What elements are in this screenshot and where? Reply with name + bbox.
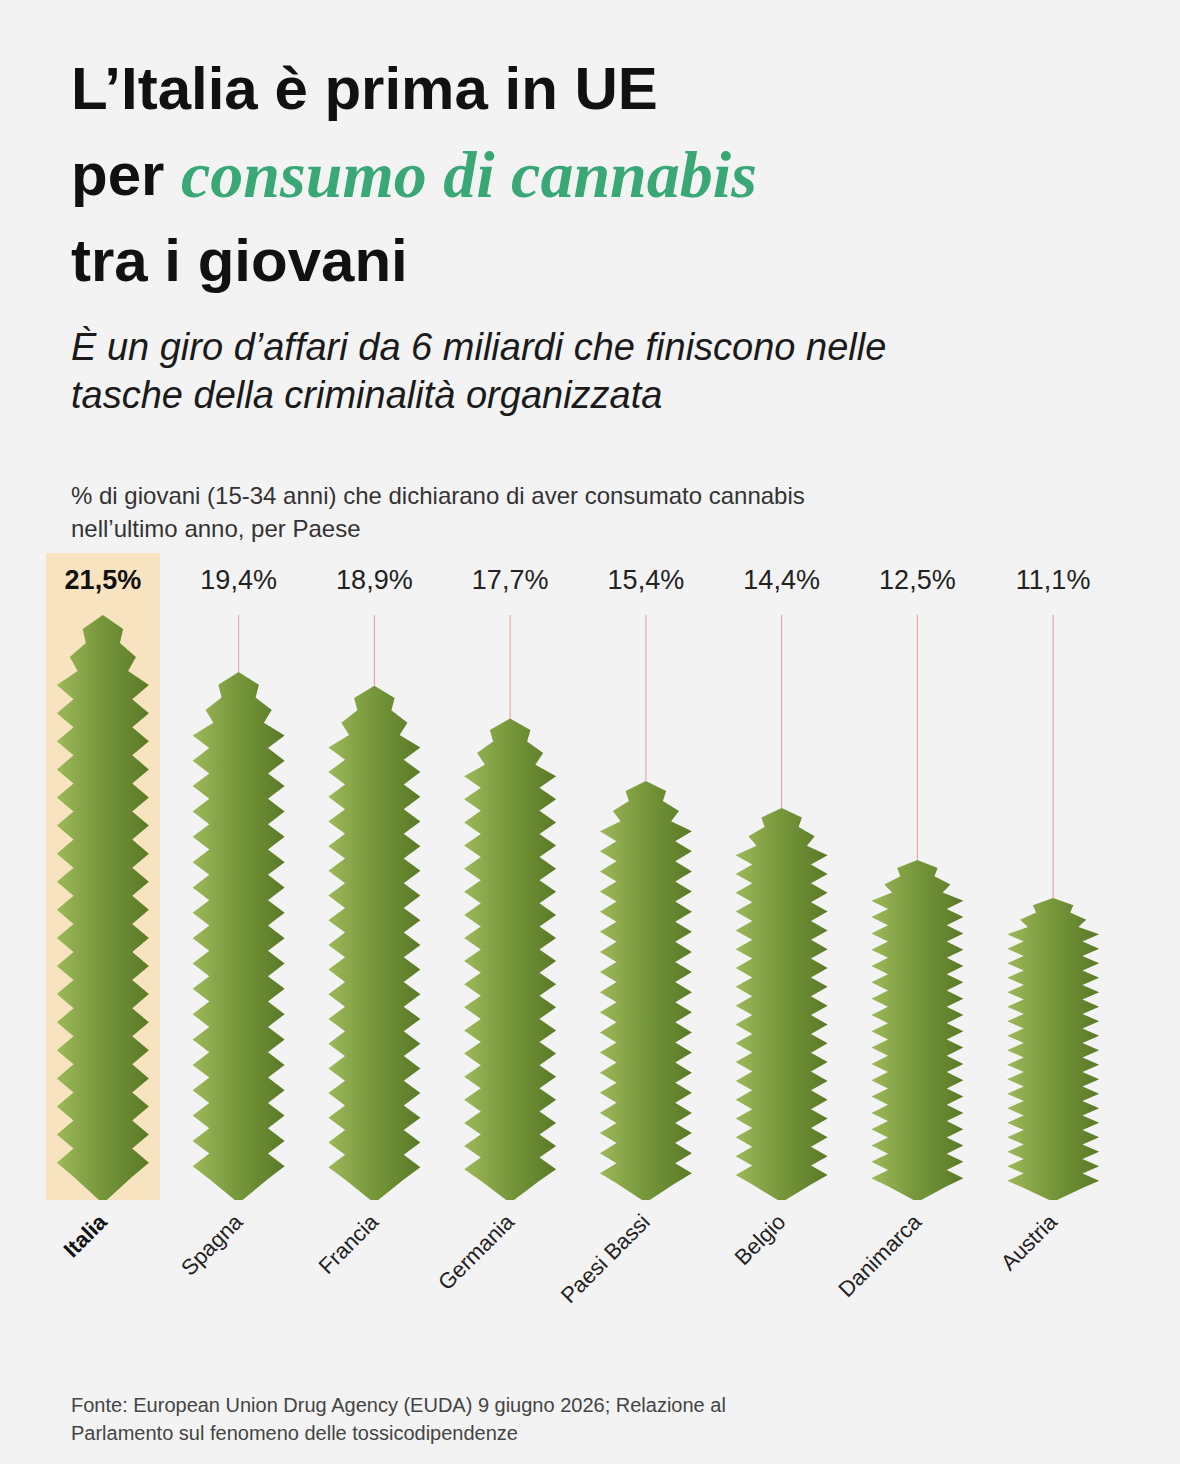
svg-text:Parlamento sul fenomeno delle: Parlamento sul fenomeno delle tossicodip… (71, 1422, 518, 1444)
svg-text:Paesi Bassi: Paesi Bassi (556, 1209, 655, 1308)
svg-text:% di giovani (15-34 anni) che: % di giovani (15-34 anni) che dichiarano… (71, 482, 811, 509)
svg-text:11,1%: 11,1% (1016, 565, 1091, 595)
svg-text:15,4%: 15,4% (608, 565, 685, 595)
svg-text:Danimarca: Danimarca (833, 1209, 926, 1302)
svg-text:Germania: Germania (433, 1209, 519, 1295)
svg-text:nell’ultimo anno, per Paese: nell’ultimo anno, per Paese (71, 515, 361, 542)
svg-text:18,9%: 18,9% (336, 565, 413, 595)
svg-text:14,4%: 14,4% (743, 565, 820, 595)
svg-text:Italia: Italia (59, 1209, 113, 1263)
svg-text:12,5%: 12,5% (879, 565, 956, 595)
svg-text:19,4%: 19,4% (200, 565, 277, 595)
svg-text:L’Italia è prima in UE: L’Italia è prima in UE (71, 55, 658, 122)
svg-text:per: per (71, 141, 181, 208)
svg-text:consumo di cannabis: consumo di cannabis (181, 138, 757, 211)
svg-text:tasche della criminalità organ: tasche della criminalità organizzata (71, 374, 662, 416)
svg-text:Spagna: Spagna (176, 1209, 248, 1281)
svg-text:17,7%: 17,7% (472, 565, 549, 595)
svg-text:Belgio: Belgio (730, 1209, 791, 1270)
svg-text:Austria: Austria (996, 1209, 1063, 1276)
svg-text:21,5%: 21,5% (65, 565, 142, 595)
svg-text:Fonte: European Union Drug Age: Fonte: European Union Drug Agency (EUDA)… (71, 1394, 731, 1416)
svg-text:È un giro d’affari da 6 miliar: È un giro d’affari da 6 miliardi che fin… (71, 326, 897, 368)
svg-text:tra i giovani: tra i giovani (71, 227, 408, 294)
svg-text:Francia: Francia (314, 1209, 384, 1279)
